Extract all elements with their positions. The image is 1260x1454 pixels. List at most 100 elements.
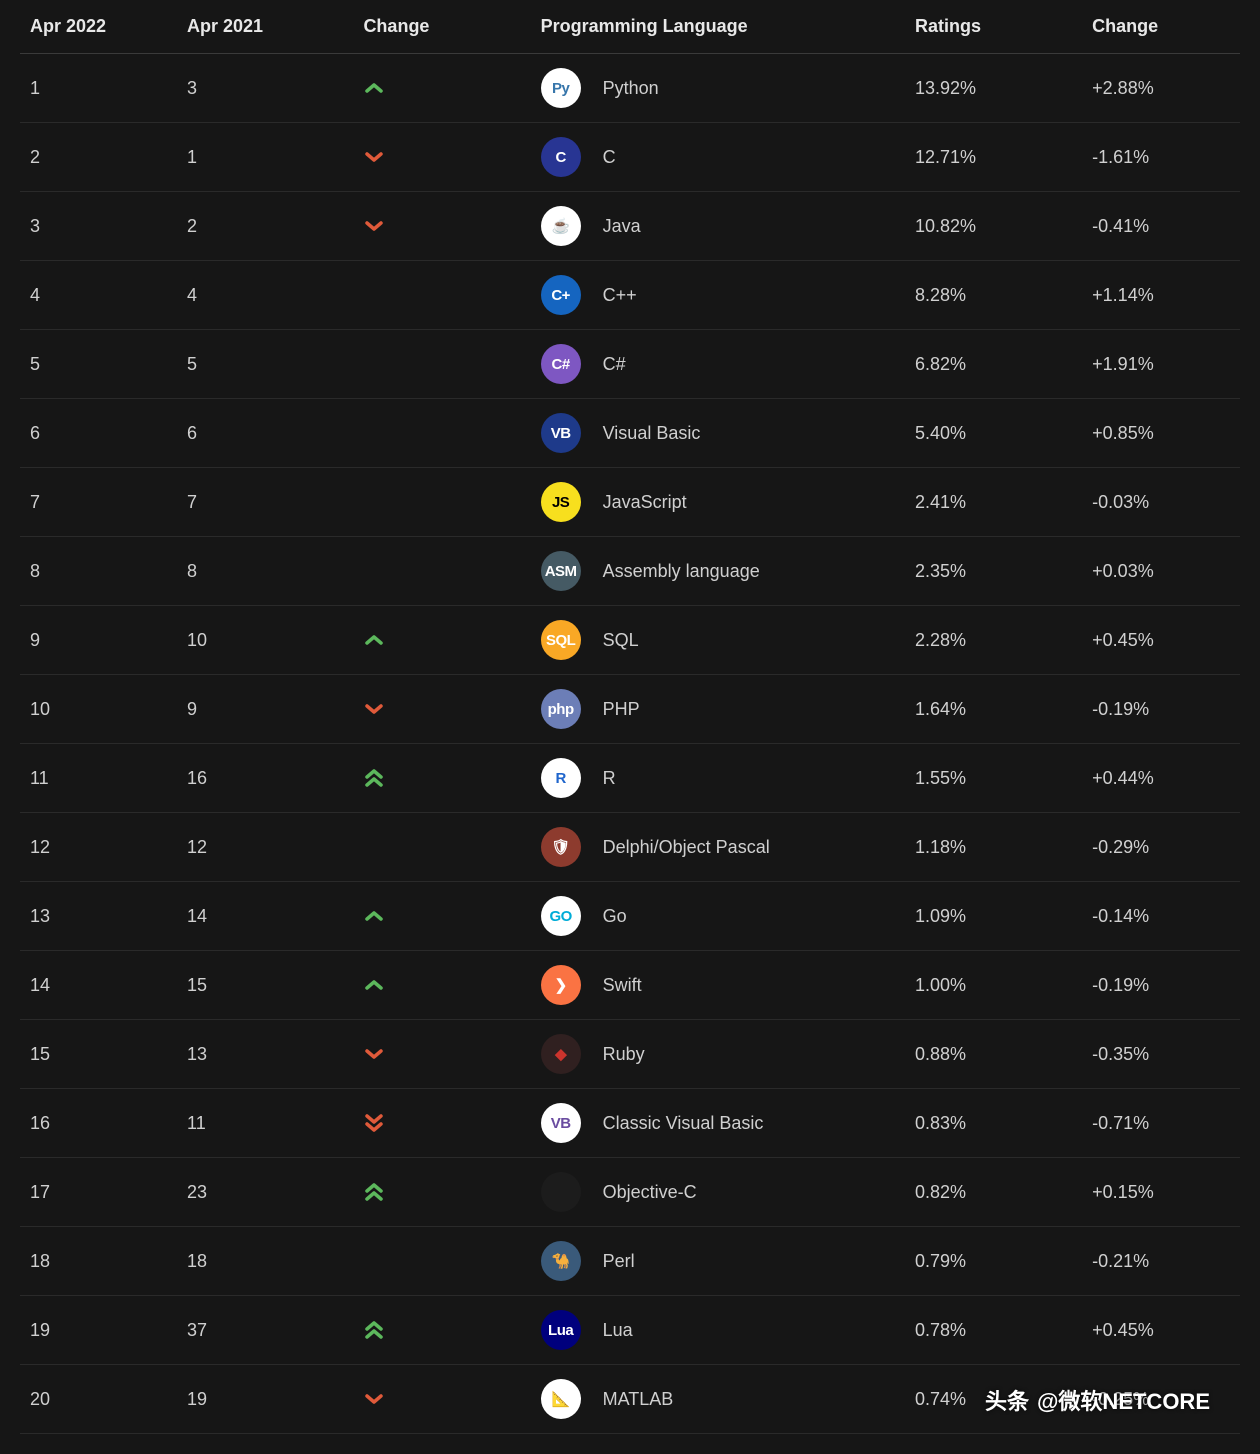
cell-language: 🐪Perl [531, 1227, 905, 1296]
arrow-down-icon [363, 698, 520, 720]
cell-change [353, 468, 530, 537]
language-name: Python [603, 78, 659, 99]
cell-delta: -0.21% [1082, 1227, 1240, 1296]
cell-rank-prev: 9 [177, 675, 353, 744]
cell-rank-now: 13 [20, 882, 177, 951]
cell-language: RR [531, 744, 905, 813]
language-icon: GO [541, 896, 581, 936]
cell-language: PyPython [531, 54, 905, 123]
cell-language: C+C++ [531, 261, 905, 330]
table-row: 66VBVisual Basic5.40%+0.85% [20, 399, 1240, 468]
cell-rank-prev: 14 [177, 882, 353, 951]
cell-ratings: 6.82% [905, 330, 1082, 399]
cell-language: ☕Java [531, 192, 905, 261]
table-row: 44C+C++8.28%+1.14% [20, 261, 1240, 330]
cell-rank-now: 5 [20, 330, 177, 399]
language-icon: ◆ [541, 1034, 581, 1074]
cell-delta: -0.19% [1082, 675, 1240, 744]
cell-ratings: 0.88% [905, 1020, 1082, 1089]
cell-change [353, 1020, 530, 1089]
cell-rank-prev: 37 [177, 1296, 353, 1365]
table-row: 55C#C#6.82%+1.91% [20, 330, 1240, 399]
cell-language: GOGo [531, 882, 905, 951]
cell-change [353, 1365, 530, 1434]
arrow-down-icon [363, 1388, 520, 1410]
language-name: C# [603, 354, 626, 375]
cell-language: CC [531, 123, 905, 192]
cell-rank-prev: 5 [177, 330, 353, 399]
cell-language: Objective-C [531, 1158, 905, 1227]
arrow-down-icon [363, 1043, 520, 1065]
cell-rank-prev: 1 [177, 123, 353, 192]
language-icon: R [541, 758, 581, 798]
cell-delta: -1.61% [1082, 123, 1240, 192]
header-apr-2022: Apr 2022 [20, 0, 177, 54]
cell-language: ❯Swift [531, 951, 905, 1020]
cell-delta: -0.19% [1082, 951, 1240, 1020]
cell-delta: -0.71% [1082, 1089, 1240, 1158]
cell-ratings: 12.71% [905, 123, 1082, 192]
cell-ratings: 5.40% [905, 399, 1082, 468]
cell-change [353, 675, 530, 744]
language-icon: 📐 [541, 1379, 581, 1419]
cell-change [353, 1158, 530, 1227]
cell-rank-prev: 23 [177, 1158, 353, 1227]
cell-delta: -0.25% [1082, 1365, 1240, 1434]
table-row: 109phpPHP1.64%-0.19% [20, 675, 1240, 744]
cell-ratings: 0.82% [905, 1158, 1082, 1227]
language-name: C++ [603, 285, 637, 306]
cell-rank-prev: 19 [177, 1365, 353, 1434]
cell-language: VBClassic Visual Basic [531, 1089, 905, 1158]
cell-rank-now: 6 [20, 399, 177, 468]
cell-change [353, 261, 530, 330]
language-name: MATLAB [603, 1389, 674, 1410]
cell-ratings: 0.83% [905, 1089, 1082, 1158]
cell-ratings: 13.92% [905, 54, 1082, 123]
table-row: 1513◆Ruby0.88%-0.35% [20, 1020, 1240, 1089]
language-icon: ☕ [541, 206, 581, 246]
table-row: 1937LuaLua0.78%+0.45% [20, 1296, 1240, 1365]
language-name: R [603, 768, 616, 789]
arrow-up-icon [363, 77, 520, 99]
cell-ratings: 0.78% [905, 1296, 1082, 1365]
arrow-up-icon [363, 974, 520, 996]
language-icon: SQL [541, 620, 581, 660]
cell-rank-prev: 3 [177, 54, 353, 123]
arrow-up-icon [363, 905, 520, 927]
language-name: Objective-C [603, 1182, 697, 1203]
language-name: Classic Visual Basic [603, 1113, 764, 1134]
cell-delta: +0.45% [1082, 1296, 1240, 1365]
cell-rank-now: 15 [20, 1020, 177, 1089]
cell-rank-now: 18 [20, 1227, 177, 1296]
cell-change [353, 813, 530, 882]
cell-language: C#C# [531, 330, 905, 399]
cell-rank-now: 16 [20, 1089, 177, 1158]
cell-language: LuaLua [531, 1296, 905, 1365]
cell-delta: -0.35% [1082, 1020, 1240, 1089]
language-name: Perl [603, 1251, 635, 1272]
table-row: 1212🛡Delphi/Object Pascal1.18%-0.29% [20, 813, 1240, 882]
cell-rank-now: 2 [20, 123, 177, 192]
cell-change [353, 1089, 530, 1158]
header-delta: Change [1082, 0, 1240, 54]
header-language: Programming Language [531, 0, 905, 54]
cell-rank-prev: 10 [177, 606, 353, 675]
cell-ratings: 0.74% [905, 1365, 1082, 1434]
cell-delta: +0.44% [1082, 744, 1240, 813]
language-icon: VB [541, 413, 581, 453]
cell-rank-now: 14 [20, 951, 177, 1020]
header-apr-2021: Apr 2021 [177, 0, 353, 54]
table-row: 910SQLSQL2.28%+0.45% [20, 606, 1240, 675]
cell-ratings: 1.64% [905, 675, 1082, 744]
cell-rank-prev: 15 [177, 951, 353, 1020]
cell-language: phpPHP [531, 675, 905, 744]
language-icon: ASM [541, 551, 581, 591]
cell-ratings: 1.09% [905, 882, 1082, 951]
cell-ratings: 1.55% [905, 744, 1082, 813]
cell-delta: +0.15% [1082, 1158, 1240, 1227]
arrow-up-icon [363, 1181, 520, 1203]
table-container: Apr 2022 Apr 2021 Change Programming Lan… [0, 0, 1260, 1454]
cell-rank-prev: 11 [177, 1089, 353, 1158]
cell-language: ◆Ruby [531, 1020, 905, 1089]
cell-delta: +0.03% [1082, 537, 1240, 606]
